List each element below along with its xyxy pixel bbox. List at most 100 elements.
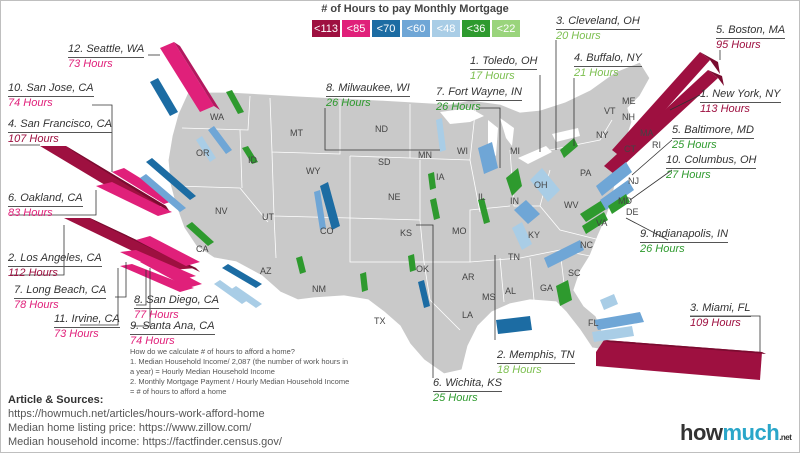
city-hours: 18 Hours: [497, 364, 542, 376]
state-label: FL: [588, 318, 599, 328]
bar-san-francisco: [40, 146, 170, 212]
city-name: 1. New York, NY: [700, 88, 781, 103]
city-name: 10. San Jose, CA: [8, 82, 94, 97]
legend-swatch-36: <36: [462, 20, 490, 37]
state-label: MA: [640, 128, 654, 138]
bar-santa-ana: [140, 258, 202, 288]
state-label: NE: [388, 192, 401, 202]
callout-irvine: 11. Irvine, CA 73 Hours: [54, 313, 120, 341]
city-name: 9. Santa Ana, CA: [130, 320, 215, 335]
state-label: MI: [510, 146, 520, 156]
state-label: TN: [508, 252, 520, 262]
city-name: 3. Miami, FL: [690, 302, 751, 317]
callout-los-angeles: 2. Los Angeles, CA 112 Hours: [8, 252, 102, 280]
bar-new-york: [604, 70, 724, 174]
city-name: 4. San Francisco, CA: [8, 118, 112, 133]
legend-swatch-70: <70: [372, 20, 400, 37]
state-label: ND: [375, 124, 388, 134]
sources: Article & Sources: https://howmuch.net/a…: [8, 393, 282, 449]
state-label: UT: [262, 212, 274, 222]
callout-baltimore: 5. Baltimore, MD 25 Hours: [672, 124, 754, 152]
state-label: RI: [652, 140, 661, 150]
city-hours: 83 Hours: [8, 207, 53, 219]
legend-title: # of Hours to pay Monthly Mortgage: [321, 3, 509, 15]
state-label: OR: [196, 148, 210, 158]
city-name: 7. Long Beach, CA: [14, 284, 107, 299]
city-hours: 26 Hours: [436, 101, 481, 113]
city-name: 6. Oakland, CA: [8, 192, 83, 207]
city-bars: [40, 42, 766, 380]
state-label: AZ: [260, 266, 272, 276]
state-label: WV: [564, 200, 579, 210]
city-hours: 74 Hours: [130, 335, 175, 347]
city-name: 7. Fort Wayne, IN: [436, 86, 522, 101]
city-hours: 107 Hours: [8, 133, 59, 145]
state-label: KS: [400, 228, 413, 238]
state-label: NH: [622, 112, 635, 122]
city-hours: 73 Hours: [68, 58, 113, 70]
state-label: MT: [290, 128, 303, 138]
callout-miami: 3. Miami, FL 109 Hours: [690, 302, 751, 330]
city-hours: 27 Hours: [666, 169, 711, 181]
legend-swatch-60: <60: [402, 20, 430, 37]
state-label: NJ: [628, 176, 639, 186]
state-label: AR: [462, 272, 475, 282]
state-label: LA: [462, 310, 474, 320]
callout-long-beach: 7. Long Beach, CA 78 Hours: [14, 284, 107, 312]
state-label: KY: [528, 230, 541, 240]
state-label: TX: [374, 316, 386, 326]
city-name: 12. Seattle, WA: [68, 43, 145, 58]
city-hours: 73 Hours: [54, 328, 99, 340]
city-name: 3. Cleveland, OH: [556, 15, 640, 30]
city-name: 9. Indianapolis, IN: [640, 228, 729, 243]
callout-san-jose: 10. San Jose, CA 74 Hours: [8, 82, 94, 110]
bar-seattle: [160, 42, 220, 112]
callout-wichita: 6. Wichita, KS 25 Hours: [433, 377, 502, 405]
callout-fort-wayne: 7. Fort Wayne, IN 26 Hours: [436, 86, 522, 114]
callout-san-francisco: 4. San Francisco, CA 107 Hours: [8, 118, 112, 146]
legend-swatch-22: <22: [492, 20, 520, 37]
logo-suffix: .net: [779, 433, 792, 442]
state-label: CT: [624, 144, 636, 154]
bar-miami: [596, 340, 766, 380]
methodology-step-1a: 1. Median Household Income/ 2,087 (the n…: [130, 357, 349, 366]
city-hours: 77 Hours: [134, 309, 179, 321]
state-label: WA: [210, 112, 225, 122]
callout-buffalo: 4. Buffalo, NY 21 Hours: [574, 52, 642, 80]
callout-oakland: 6. Oakland, CA 83 Hours: [8, 192, 83, 220]
city-hours: 26 Hours: [640, 243, 685, 255]
us-landmass: [167, 61, 651, 375]
city-name: 2. Memphis, TN: [497, 349, 575, 364]
state-label: AL: [505, 286, 517, 296]
callout-san-diego: 8. San Diego, CA 77 Hours: [134, 294, 219, 322]
logo-part-2: much: [722, 420, 780, 445]
article-link[interactable]: https://howmuch.net/articles/hours-work-…: [8, 408, 265, 420]
city-hours: 17 Hours: [470, 70, 515, 82]
state-label: IN: [510, 196, 519, 206]
bar-irvine: [120, 264, 194, 292]
city-name: 8. Milwaukee, WI: [326, 82, 410, 97]
state-label: VT: [604, 106, 616, 116]
city-name: 5. Boston, MA: [716, 24, 786, 39]
callout-santa-ana: 9. Santa Ana, CA 74 Hours: [130, 320, 215, 348]
city-name: 8. San Diego, CA: [134, 294, 219, 309]
home-price-source: Median home listing price: https://www.z…: [8, 422, 252, 434]
bar-boston: [612, 52, 720, 158]
methodology-step-1b: a year) = Hourly Median Household Income: [130, 367, 275, 376]
city-hours: 95 Hours: [716, 39, 761, 51]
city-name: 10. Columbus, OH: [666, 154, 757, 169]
city-hours: 25 Hours: [433, 392, 478, 404]
city-hours: 78 Hours: [14, 299, 59, 311]
city-hours: 112 Hours: [8, 267, 58, 279]
callout-columbus: 10. Columbus, OH 27 Hours: [666, 154, 757, 182]
callout-milwaukee: 8. Milwaukee, WI 26 Hours: [326, 82, 410, 110]
howmuch-logo: howmuch.net: [680, 420, 792, 446]
city-hours: 21 Hours: [574, 67, 619, 79]
city-name: 5. Baltimore, MD: [672, 124, 754, 139]
city-hours: 26 Hours: [326, 97, 371, 109]
state-label: OH: [534, 180, 548, 190]
city-hours: 74 Hours: [8, 97, 53, 109]
state-label: MN: [418, 150, 432, 160]
income-source: Median household income: https://factfin…: [8, 436, 282, 448]
